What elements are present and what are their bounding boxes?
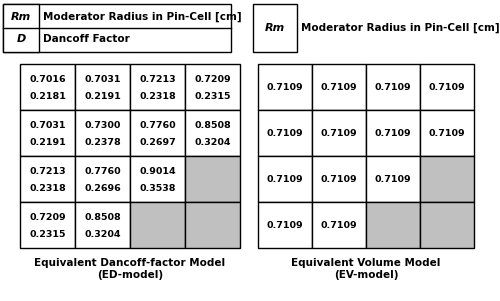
- Text: 0.2378: 0.2378: [84, 138, 121, 147]
- Text: 0.3204: 0.3204: [194, 138, 231, 147]
- Bar: [258, 202, 312, 248]
- Text: D: D: [16, 34, 26, 44]
- Text: Dancoff Factor: Dancoff Factor: [43, 34, 130, 44]
- Bar: [366, 64, 420, 110]
- Bar: [75, 110, 130, 156]
- Bar: [20, 156, 75, 202]
- Text: 0.2318: 0.2318: [139, 92, 176, 101]
- Bar: [130, 64, 185, 110]
- Text: Equivalent Volume Model: Equivalent Volume Model: [292, 258, 440, 268]
- Text: 0.7109: 0.7109: [266, 175, 304, 184]
- Text: (EV-model): (EV-model): [334, 270, 398, 280]
- Text: 0.3204: 0.3204: [84, 230, 121, 239]
- Text: 0.2696: 0.2696: [84, 184, 121, 193]
- Text: 0.2318: 0.2318: [29, 184, 66, 193]
- Bar: [75, 156, 130, 202]
- Text: Moderator Radius in Pin-Cell [cm]: Moderator Radius in Pin-Cell [cm]: [301, 23, 500, 33]
- Text: 0.7016: 0.7016: [29, 75, 66, 84]
- Bar: [75, 64, 130, 110]
- Bar: [258, 156, 312, 202]
- Text: Moderator Radius in Pin-Cell [cm]: Moderator Radius in Pin-Cell [cm]: [43, 12, 242, 22]
- Text: 0.7760: 0.7760: [84, 167, 121, 176]
- Text: 0.7213: 0.7213: [29, 167, 66, 176]
- Bar: [258, 110, 312, 156]
- Bar: [420, 202, 474, 248]
- Bar: [312, 202, 366, 248]
- Text: (ED-model): (ED-model): [97, 270, 163, 280]
- Text: 0.7300: 0.7300: [84, 121, 120, 130]
- Bar: [3, 4, 231, 52]
- Bar: [130, 202, 185, 248]
- Text: 0.7109: 0.7109: [266, 82, 304, 92]
- Bar: [185, 110, 240, 156]
- Text: 0.7209: 0.7209: [194, 75, 231, 84]
- Text: 0.2191: 0.2191: [84, 92, 121, 101]
- Text: 0.8508: 0.8508: [194, 121, 231, 130]
- Text: 0.7209: 0.7209: [29, 213, 66, 222]
- Bar: [75, 202, 130, 248]
- Text: 0.7109: 0.7109: [320, 221, 358, 229]
- Text: 0.7109: 0.7109: [374, 129, 412, 138]
- Bar: [366, 156, 420, 202]
- Text: 0.7109: 0.7109: [266, 221, 304, 229]
- Bar: [130, 156, 185, 202]
- Text: 0.7109: 0.7109: [266, 129, 304, 138]
- Text: 0.8508: 0.8508: [84, 213, 121, 222]
- Bar: [3, 4, 39, 52]
- Bar: [185, 156, 240, 202]
- Text: 0.2315: 0.2315: [29, 230, 66, 239]
- Text: Rm: Rm: [11, 12, 31, 22]
- Bar: [312, 156, 366, 202]
- Bar: [20, 64, 75, 110]
- Bar: [420, 156, 474, 202]
- Text: 0.7109: 0.7109: [374, 82, 412, 92]
- Bar: [312, 64, 366, 110]
- Bar: [185, 202, 240, 248]
- Text: 0.7109: 0.7109: [428, 82, 466, 92]
- Text: 0.3538: 0.3538: [139, 184, 176, 193]
- Bar: [312, 110, 366, 156]
- Bar: [420, 110, 474, 156]
- Bar: [420, 64, 474, 110]
- Bar: [185, 64, 240, 110]
- Text: 0.7031: 0.7031: [29, 121, 66, 130]
- Text: 0.7760: 0.7760: [139, 121, 176, 130]
- Text: 0.2315: 0.2315: [194, 92, 231, 101]
- Bar: [366, 110, 420, 156]
- Bar: [258, 64, 312, 110]
- Text: 0.7109: 0.7109: [428, 129, 466, 138]
- Text: Rm: Rm: [265, 23, 285, 33]
- Text: 0.2697: 0.2697: [139, 138, 176, 147]
- Text: Equivalent Dancoff-factor Model: Equivalent Dancoff-factor Model: [34, 258, 226, 268]
- Bar: [253, 4, 297, 52]
- Text: 0.7109: 0.7109: [320, 82, 358, 92]
- Text: 0.7213: 0.7213: [139, 75, 176, 84]
- Text: 0.9014: 0.9014: [139, 167, 176, 176]
- Text: 0.7031: 0.7031: [84, 75, 121, 84]
- Bar: [20, 202, 75, 248]
- Text: 0.2181: 0.2181: [29, 92, 66, 101]
- Bar: [20, 110, 75, 156]
- Text: 0.7109: 0.7109: [320, 175, 358, 184]
- Bar: [130, 110, 185, 156]
- Bar: [366, 202, 420, 248]
- Text: 0.7109: 0.7109: [320, 129, 358, 138]
- Text: 0.2191: 0.2191: [29, 138, 66, 147]
- Text: 0.7109: 0.7109: [374, 175, 412, 184]
